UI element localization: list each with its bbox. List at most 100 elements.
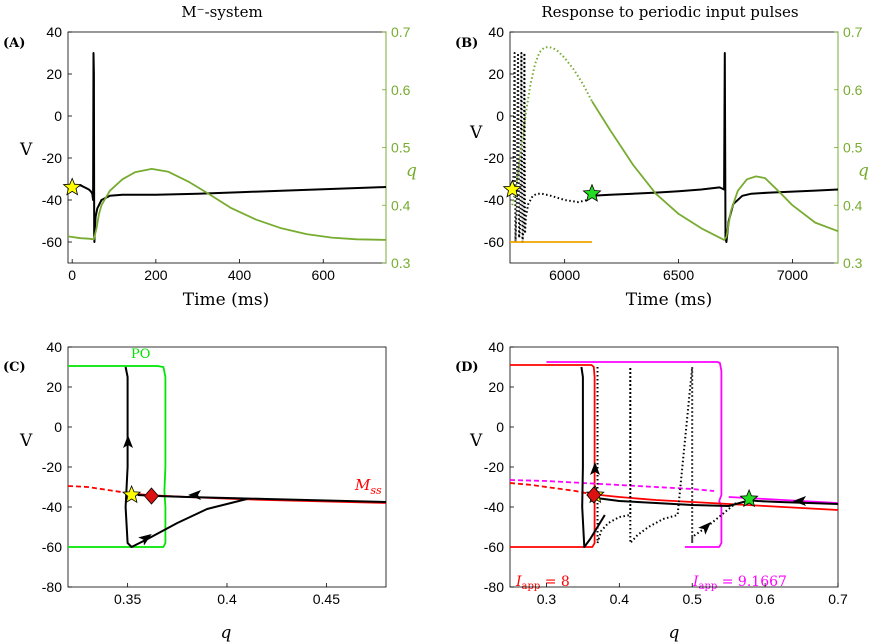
star-marker [121,484,142,504]
direction-arrow-icon [188,490,201,500]
series-line-traj-black2 [588,496,748,507]
series-line-s2 [511,46,593,206]
panel-a-frame [67,31,387,264]
mss-label: Mss [354,476,382,497]
x-tick-label: 600 [312,267,336,283]
series-line-trajectory [137,494,386,503]
star-marker [62,177,82,196]
y-tick-label: -80 [484,579,504,595]
direction-arrow-icon [793,496,806,506]
panel-c-frame [67,346,387,588]
panel-d-plot: 0.3 0.4 0.5 0.6 0.7 40 20 0 -20 -40 -60 -80 [484,339,848,607]
y-tick-label: 20 [488,66,504,82]
star-marker [739,488,759,508]
x-tick-label: 6000 [549,267,580,283]
y-tick-label: 40 [488,24,504,40]
series-line-magenta-po [546,361,723,548]
panel-b-plot: 6000 6500 7000 40 20 0 -20 -40 -60 0.7 0.6 0.5 0.4 0.… [484,24,863,283]
direction-arrow-icon [138,533,152,546]
panel-d-xlabel: q [669,623,680,643]
y-right-tick-label: 0.3 [843,255,863,271]
panel-a-title: M⁻-system [181,3,262,21]
series-line-po [68,365,167,548]
y-tick-label: -40 [42,192,62,208]
x-tick-label: 0.5 [682,591,702,607]
panel-d-frame [509,346,839,588]
y-tick-label: 0 [496,108,504,124]
series-line-traj-black3 [746,499,838,505]
panel-d-ylabel: V [469,431,483,451]
y-tick-label: -60 [484,539,504,555]
direction-arrow-icon [590,462,600,475]
y-tick-label: -60 [484,234,504,250]
diamond-marker [586,486,602,504]
series-line-red-dashed [510,482,591,495]
y-right-tick-label: 0.6 [843,82,863,98]
y-tick-label: -20 [484,459,504,475]
series-line-traj-black [580,366,606,548]
y-tick-label: -80 [42,579,62,595]
diamond-marker [143,487,160,505]
x-tick-label: 400 [228,267,252,283]
panel-b-frame [509,31,839,264]
y-tick-label: -60 [42,234,62,250]
y-tick-label: 20 [488,379,504,395]
x-tick-label: 0.6 [755,591,775,607]
y-tick-label: 40 [488,339,504,355]
y-tick-label: 0 [496,419,504,435]
y-tick-label: -60 [42,539,62,555]
panel-b-title: Response to periodic input pulses [541,3,798,21]
panel-a-ylabel: V [19,140,33,160]
po-label: PO [131,347,150,362]
iapp-magenta-label: Iapp = 9.1667 [692,574,787,592]
y-right-tick-label: 0.3 [391,255,411,271]
panel-b-ylabel-right: q [858,161,869,181]
y-tick-label: -40 [42,499,62,515]
x-tick-label: 0.35 [114,591,141,607]
panel-a-label: (A) [3,36,25,51]
panel-d-label: (D) [455,360,479,375]
panel-a-xlabel: Time (ms) [183,290,269,310]
x-tick-label: 0.4 [610,591,630,607]
x-tick-label: 200 [144,267,168,283]
y-right-tick-label: 0.5 [391,140,411,156]
series-line-red-po [510,364,596,548]
y-right-tick-label: 0.7 [391,24,411,40]
y-tick-label: 0 [54,419,62,435]
y-right-tick-label: 0.7 [843,24,863,40]
y-tick-label: 20 [46,66,62,82]
series-line-magenta-dashed [510,479,715,492]
y-right-tick-label: 0.6 [391,82,411,98]
panel-b-xlabel: Time (ms) [626,290,712,310]
y-tick-label: -40 [484,499,504,515]
series-line-s0 [68,52,386,243]
star-marker [582,183,602,202]
x-tick-label: 7000 [777,267,808,283]
y-tick-label: -40 [484,192,504,208]
series-line-trajectory2 [124,366,248,548]
panel-c-ylabel: V [19,431,33,451]
y-right-tick-label: 0.4 [843,197,863,213]
x-tick-label: 0.3 [537,591,557,607]
panel-b-ylabel: V [469,123,483,143]
direction-arrow-icon [698,522,711,535]
direction-arrow-icon [123,435,133,448]
y-tick-label: 40 [46,339,62,355]
y-right-tick-label: 0.5 [843,140,863,156]
x-tick-label: 0.7 [828,591,848,607]
y-tick-label: 0 [54,108,62,124]
y-tick-label: -20 [484,150,504,166]
star-marker [502,179,522,198]
panel-c-plot: 0.35 0.4 0.45 40 20 0 -20 -40 -60 -80 [42,339,387,607]
series-line-s0 [511,52,593,243]
panel-c-xlabel: q [221,623,232,643]
y-tick-label: -20 [42,150,62,166]
x-tick-label: 6500 [663,267,694,283]
x-tick-label: 0.45 [313,591,340,607]
series-line-mss-dashed [68,485,128,494]
series-line-traj-dotted [596,366,737,544]
series-line-s1 [68,167,386,241]
iapp-red-label: Iapp = 8 [515,574,570,592]
